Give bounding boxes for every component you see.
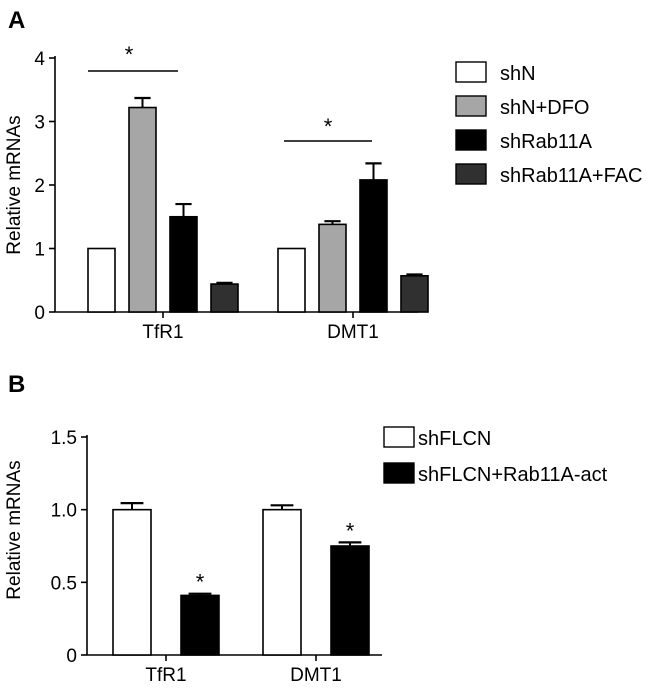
bar-dmt1-series-0 bbox=[262, 508, 302, 656]
panel-b-significance: ** bbox=[196, 518, 355, 594]
y-tick-label: 0 bbox=[66, 646, 77, 667]
panel-a-letter: A bbox=[8, 7, 25, 34]
bar-dmt1-series-3 bbox=[400, 275, 429, 313]
bar-dmt1-series-2 bbox=[359, 179, 388, 313]
x-category-label: DMT1 bbox=[327, 322, 379, 343]
panel-a-y-axis-label: Relative mRNAs bbox=[4, 115, 25, 254]
legend-label: shFLCN+Rab11A-act bbox=[418, 464, 608, 486]
legend-label: shFLCN bbox=[418, 428, 491, 450]
panel-b-letter: B bbox=[8, 371, 25, 398]
legend-swatch bbox=[383, 462, 415, 484]
panel-a-legend: shN shN+DFO shRab11A shRab11A+FAC bbox=[455, 61, 643, 187]
y-tick-label: 1.0 bbox=[51, 501, 77, 522]
legend-swatch bbox=[383, 426, 415, 448]
significance-star: * bbox=[324, 114, 333, 139]
legend-label: shRab11A bbox=[500, 131, 593, 153]
legend-label: shRab11A+FAC bbox=[500, 165, 643, 187]
legend-label: shN bbox=[500, 63, 536, 85]
significance-star: * bbox=[346, 518, 355, 543]
legend-swatch bbox=[455, 129, 487, 151]
x-category-label: TfR1 bbox=[145, 665, 186, 686]
significance-star: * bbox=[125, 42, 134, 67]
panel-b-bars bbox=[112, 502, 370, 656]
legend-swatch bbox=[455, 61, 487, 83]
legend-swatch bbox=[455, 163, 487, 185]
bar-tfr1-series-1 bbox=[128, 106, 157, 313]
legend-label: shN+DFO bbox=[500, 97, 589, 119]
y-tick-label: 0.5 bbox=[51, 573, 77, 594]
y-tick-label: 1.5 bbox=[51, 428, 77, 449]
bar-tfr1-series-3 bbox=[210, 283, 239, 313]
bar-tfr1-series-0 bbox=[87, 247, 116, 313]
bar-dmt1-series-0 bbox=[277, 247, 306, 313]
panel-b-y-axis-label: Relative mRNAs bbox=[4, 460, 25, 599]
x-category-label: DMT1 bbox=[290, 665, 342, 686]
y-tick-label: 3 bbox=[34, 113, 45, 134]
bar-tfr1-series-1 bbox=[180, 594, 220, 656]
y-tick-label: 0 bbox=[34, 303, 45, 324]
y-tick-label: 1 bbox=[34, 240, 45, 261]
bar-dmt1-series-1 bbox=[330, 545, 370, 656]
y-tick-label: 2 bbox=[34, 176, 45, 197]
y-tick-label: 4 bbox=[34, 49, 45, 70]
legend-swatch bbox=[455, 95, 487, 117]
bar-tfr1-series-2 bbox=[169, 215, 198, 313]
bar-dmt1-series-1 bbox=[318, 223, 347, 313]
panel-b-legend: shFLCN shFLCN+Rab11A-act bbox=[383, 426, 608, 486]
panel-a-bars bbox=[87, 96, 429, 313]
significance-star: * bbox=[196, 570, 205, 595]
x-category-label: TfR1 bbox=[142, 322, 183, 343]
panel-a-significance: ** bbox=[88, 42, 372, 142]
bar-tfr1-series-0 bbox=[112, 508, 152, 656]
